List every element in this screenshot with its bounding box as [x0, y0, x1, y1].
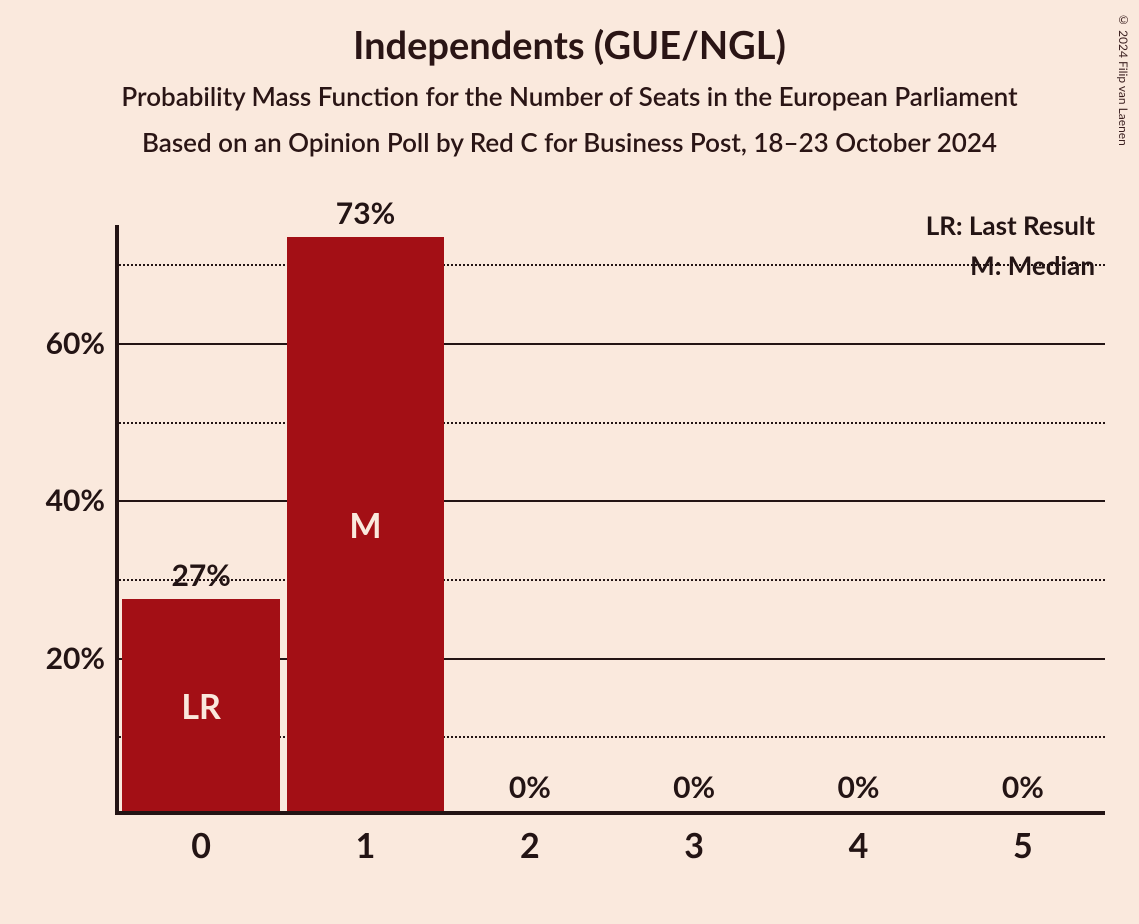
- copyright-text: © 2024 Filip van Laenen: [1116, 12, 1131, 146]
- bar-value-label: 27%: [171, 557, 230, 593]
- gridline-minor: [119, 579, 1105, 581]
- bar-value-label: 0%: [838, 769, 880, 805]
- y-axis: [115, 225, 119, 815]
- x-tick-label: 2: [520, 825, 540, 866]
- x-tick-label: 0: [191, 825, 211, 866]
- x-tick-label: 3: [684, 825, 704, 866]
- y-tick-label: 60%: [25, 325, 105, 361]
- x-tick-label: 1: [356, 825, 376, 866]
- titles-block: Independents (GUE/NGL) Probability Mass …: [0, 0, 1139, 158]
- legend-lr: LR: Last Result: [926, 209, 1095, 241]
- chart-title: Independents (GUE/NGL): [0, 22, 1139, 68]
- bar-value-label: 0%: [509, 769, 551, 805]
- bar-value-label: 0%: [1002, 769, 1044, 805]
- gridline-major: [119, 500, 1105, 502]
- chart-plot-area: 20%40%60% LR: Last Result M: Median 27%L…: [115, 225, 1105, 815]
- y-tick-label: 20%: [25, 640, 105, 676]
- gridline-minor: [119, 422, 1105, 424]
- bar-inside-label: M: [349, 505, 381, 546]
- x-tick-label: 5: [1013, 825, 1033, 866]
- x-tick-label: 4: [849, 825, 869, 866]
- x-axis: [115, 811, 1105, 815]
- y-tick-label: 40%: [25, 482, 105, 518]
- gridline-major: [119, 343, 1105, 345]
- bar-value-label: 73%: [336, 195, 395, 231]
- bar-inside-label: LR: [181, 686, 221, 727]
- chart-subtitle-2: Based on an Opinion Poll by Red C for Bu…: [0, 126, 1139, 158]
- bar-value-label: 0%: [673, 769, 715, 805]
- gridline-minor: [119, 264, 1105, 266]
- chart-subtitle-1: Probability Mass Function for the Number…: [0, 80, 1139, 112]
- legend-m: M: Median: [970, 249, 1095, 281]
